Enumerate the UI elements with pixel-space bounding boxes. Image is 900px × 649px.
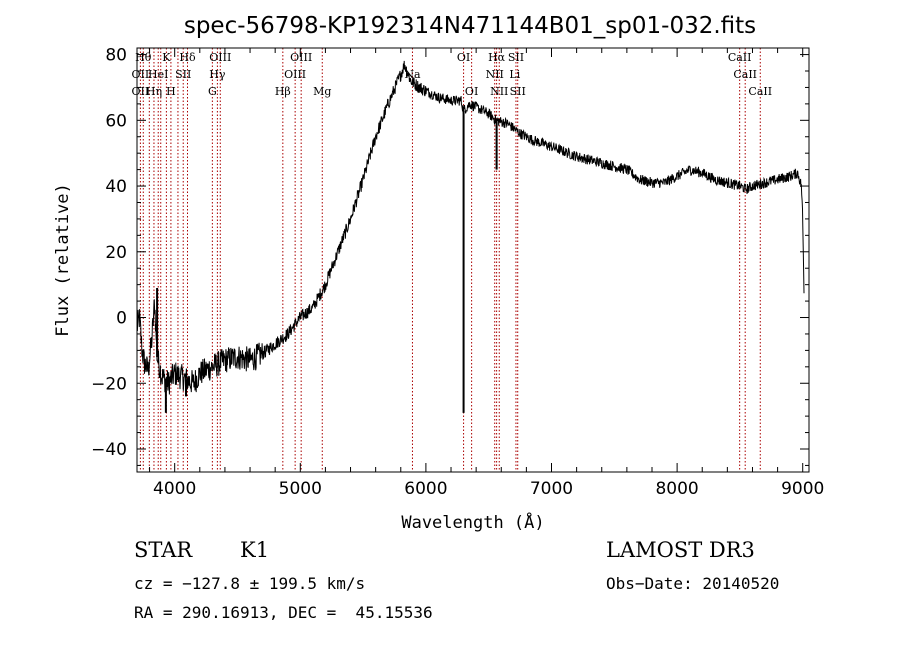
reference-line-label: H	[166, 85, 176, 98]
y-axis: −40 −20 0 20 40 60 80	[91, 46, 809, 466]
reference-line-label: Hβ	[275, 85, 291, 98]
y-tick-label: 20	[105, 243, 127, 263]
reference-line-label: K	[162, 51, 171, 64]
reference-line-label: CaII	[748, 85, 772, 98]
x-tick-label: 5000	[279, 479, 322, 499]
reference-line-label: Li	[509, 68, 520, 81]
reference-line-label: HeI	[148, 68, 168, 81]
reference-line-label: NII	[486, 68, 504, 81]
coordinates: RA = 290.16913, DEC = 45.15536	[134, 603, 433, 622]
reference-line-label: Hγ	[209, 68, 226, 81]
reference-line-label: OII	[132, 68, 150, 81]
x-tick-label: 4000	[153, 479, 196, 499]
chart-title: spec-56798-KP192314N471144B01_sp01-032.f…	[184, 13, 756, 39]
reference-line-label: SII	[508, 51, 524, 64]
reference-line-label: Na	[404, 68, 421, 81]
spectrum-chart: spec-56798-KP192314N471144B01_sp01-032.f…	[53, 13, 824, 533]
reference-lines	[139, 48, 761, 472]
reference-line-label: Hη	[146, 85, 162, 98]
reference-line-label: OIII	[209, 51, 231, 64]
plot-frame	[136, 47, 810, 473]
reference-line-label: OI	[457, 51, 470, 64]
x-tick-label: 6000	[404, 479, 447, 499]
redshift-velocity: cz = −127.8 ± 199.5 km/s	[134, 574, 366, 593]
survey-name: LAMOST DR3	[606, 538, 755, 562]
reference-line-label: CaII	[728, 51, 752, 64]
y-tick-label: 60	[105, 111, 127, 131]
y-tick-label: −20	[91, 374, 127, 394]
spectrum-line	[136, 60, 805, 395]
x-axis-label: Wavelength (Å)	[401, 511, 544, 533]
y-axis-label: Flux (relative)	[53, 183, 73, 337]
object-subclass: K1	[240, 538, 270, 562]
x-tick-label: 9000	[781, 479, 824, 499]
y-tick-label: −40	[91, 440, 127, 460]
reference-line-label: NII	[490, 85, 508, 98]
x-tick-label: 7000	[530, 479, 573, 499]
y-tick-label: 40	[105, 177, 127, 197]
reference-line-label: SII	[510, 85, 526, 98]
y-tick-label: 0	[116, 309, 127, 329]
reference-line-label: CaII	[733, 68, 757, 81]
reference-line-label: OIII	[284, 68, 306, 81]
x-tick-label: 8000	[655, 479, 698, 499]
reference-line-label: SII	[175, 68, 191, 81]
observation-date: Obs−Date: 20140520	[606, 574, 780, 593]
reference-line-label: Hα	[488, 51, 506, 64]
reference-line-label: OII	[132, 85, 150, 98]
x-axis: 4000 5000 6000 7000 8000 9000	[149, 48, 824, 499]
reference-line-label: Hδ	[179, 51, 196, 64]
reference-line-label: G	[208, 85, 217, 98]
reference-line-label: Mg	[313, 85, 331, 98]
spectrum-series	[136, 60, 805, 413]
object-class: STAR	[134, 538, 193, 562]
reference-line-label: OI	[465, 85, 478, 98]
reference-line-label: OIII	[290, 51, 312, 64]
y-tick-label: 80	[105, 46, 127, 66]
